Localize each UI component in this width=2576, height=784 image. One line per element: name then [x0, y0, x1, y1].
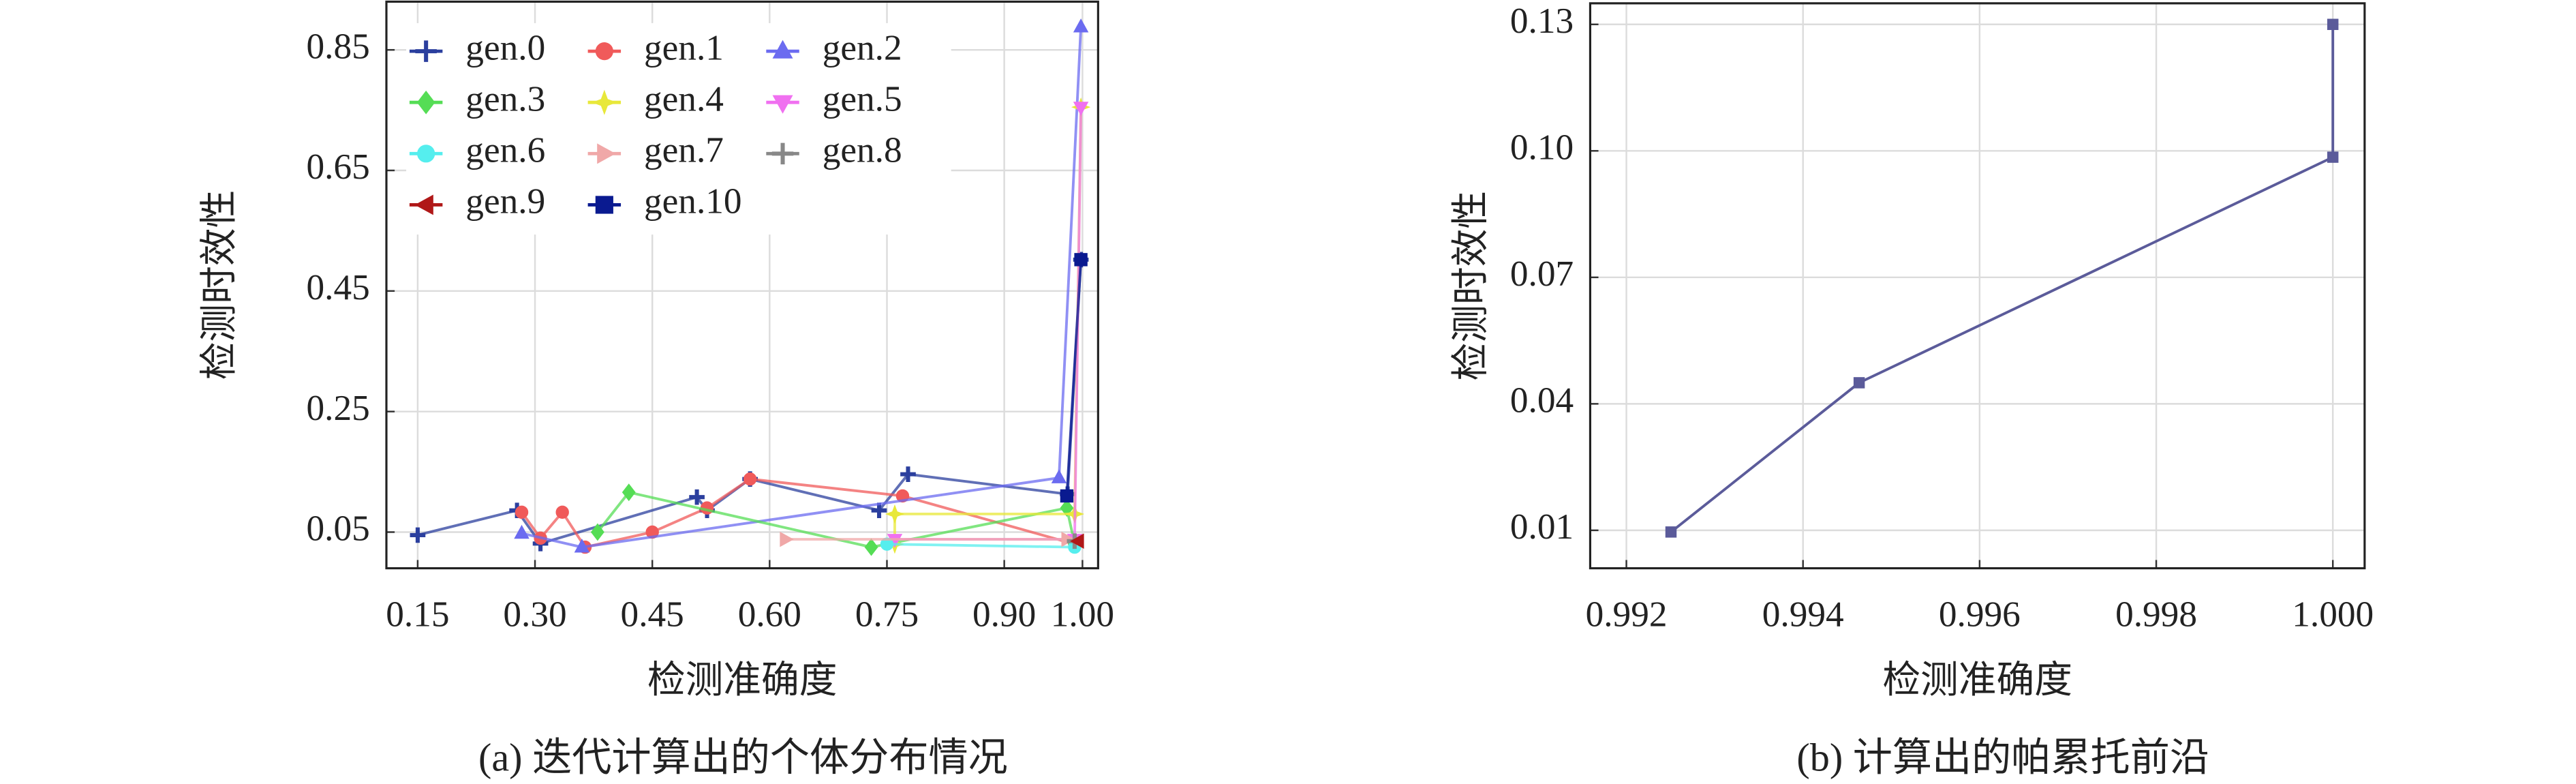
x-tick-label: 0.998: [2115, 594, 2197, 634]
y-tick-label: 0.45: [306, 267, 369, 307]
legend-marker: [415, 40, 437, 62]
legend-marker: [595, 42, 613, 61]
legend-marker: [414, 194, 433, 215]
legend-label: gen.3: [465, 78, 545, 119]
marker: [743, 472, 757, 486]
marker: [2327, 18, 2339, 31]
marker: [590, 523, 604, 541]
marker: [864, 538, 878, 556]
marker: [1853, 377, 1865, 389]
x-tick-label: 0.994: [1762, 594, 1844, 634]
series-line: [887, 543, 1075, 549]
marker: [2327, 151, 2339, 163]
x-axis-label: 检测准确度: [647, 659, 838, 702]
y-axis-label: 检测时效性: [198, 190, 241, 380]
plot-area: [1590, 3, 2365, 569]
marker: [780, 531, 794, 547]
legend-label: gen.1: [644, 27, 724, 67]
x-tick-label: 0.30: [503, 594, 566, 634]
legend-marker: [772, 95, 793, 114]
marker: [900, 466, 916, 482]
series-line: [1065, 259, 1083, 496]
marker: [514, 524, 530, 539]
marker: [515, 505, 529, 519]
legend-label: gen.9: [465, 181, 545, 222]
y-tick-label: 0.65: [306, 147, 369, 187]
legend-label: gen.5: [823, 78, 902, 119]
legend-label: gen.6: [465, 130, 545, 170]
legend-marker: [416, 90, 435, 115]
marker: [1665, 526, 1677, 538]
legend-label: gen.7: [644, 130, 724, 170]
series-line: [1670, 24, 2335, 533]
legend-marker: [595, 196, 613, 214]
x-tick-label: 1.00: [1051, 594, 1114, 634]
x-tick-label: 0.75: [855, 594, 919, 634]
marker: [574, 539, 590, 553]
legend-marker: [597, 143, 616, 164]
x-tick-label: 0.15: [386, 594, 449, 634]
x-tick-label: 0.45: [621, 594, 684, 634]
y-tick-label: 0.07: [1510, 254, 1574, 294]
legend-label: gen.4: [644, 78, 724, 119]
legend-marker: [417, 145, 435, 163]
marker: [1060, 499, 1074, 517]
marker: [885, 504, 905, 524]
marker: [622, 483, 636, 502]
marker: [1070, 533, 1084, 549]
x-tick-label: 0.90: [972, 594, 1036, 634]
caption: (a) 迭代计算出的个体分布情况: [478, 735, 1008, 779]
y-tick-label: 0.13: [1510, 1, 1574, 41]
marker: [1051, 469, 1067, 483]
series-line: [521, 27, 1083, 549]
marker: [1060, 489, 1074, 503]
plot-frame: [1589, 2, 2366, 570]
legend-label: gen.8: [823, 130, 902, 170]
x-tick-label: 1.000: [2292, 594, 2374, 634]
marker: [410, 527, 426, 543]
y-tick-label: 0.05: [306, 509, 369, 549]
y-tick-label: 0.85: [306, 26, 369, 66]
marker: [1073, 102, 1089, 116]
legend-marker: [772, 40, 793, 59]
y-tick-label: 0.04: [1510, 380, 1574, 421]
y-tick-label: 0.25: [306, 388, 369, 428]
legend-marker: [771, 142, 794, 165]
x-tick-label: 0.992: [1586, 594, 1668, 634]
legend-marker: [592, 89, 617, 115]
y-axis-label: 检测时效性: [1450, 191, 1492, 381]
x-axis-label: 检测准确度: [1882, 659, 2072, 702]
x-tick-label: 0.60: [738, 594, 801, 634]
legend-box: [406, 22, 951, 235]
caption: (b) 计算出的帕累托前沿: [1796, 735, 2209, 779]
marker: [555, 505, 569, 519]
y-tick-label: 0.01: [1510, 507, 1574, 547]
legend-label: gen.10: [644, 181, 742, 222]
x-tick-label: 0.996: [1939, 594, 2021, 634]
legend-label: gen.2: [823, 27, 902, 67]
marker: [689, 489, 705, 505]
y-tick-label: 0.10: [1510, 127, 1574, 168]
marker: [1073, 18, 1089, 33]
marker: [1074, 253, 1088, 267]
legend-label: gen.0: [465, 27, 545, 67]
plot-frame: [385, 0, 1099, 570]
